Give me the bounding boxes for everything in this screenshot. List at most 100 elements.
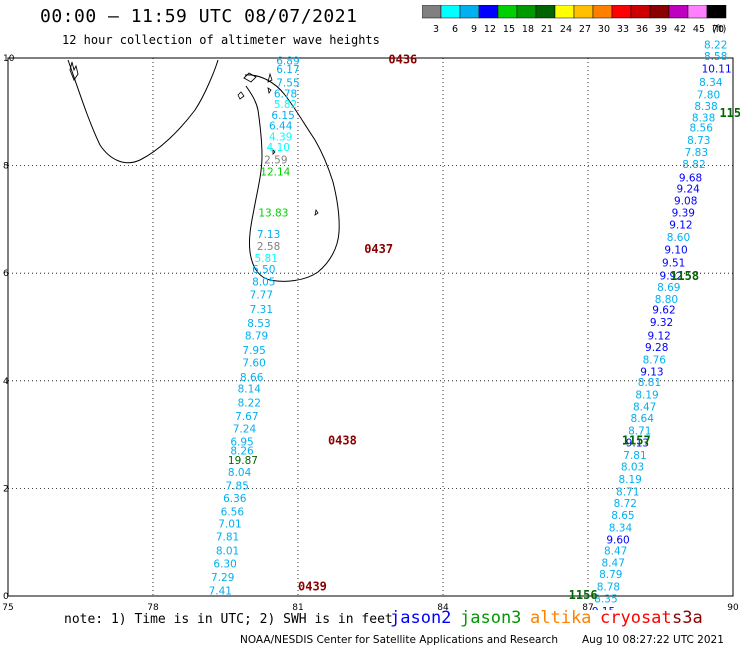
x-tick-75: 75 <box>2 603 13 610</box>
wave-height-reading: 5.82 <box>274 99 297 111</box>
wave-height-reading: 9.13 <box>640 366 663 378</box>
wave-height-reading: 7.24 <box>233 423 257 435</box>
x-tick-84: 84 <box>437 603 449 610</box>
wave-height-reading: 7.95 <box>242 345 265 357</box>
wave-height-reading: 7.85 <box>226 480 249 492</box>
wave-height-reading: 8.58 <box>704 51 727 63</box>
pass-time-1156: 1156 <box>569 588 598 602</box>
wave-height-reading: 9.32 <box>650 317 673 329</box>
wave-height-reading: 2.58 <box>257 241 280 253</box>
wave-height-colorbar: 3 6 9 12 15 18 21 24 27 30 33 36 39 42 45 70(ft) <box>422 5 727 35</box>
axis-tick-labels: 75 78 81 84 87 90 0 2 4 6 8 10 <box>2 54 739 610</box>
wave-height-reading: 8.04 <box>228 467 252 479</box>
colorbar-label-27: 27 <box>579 24 591 35</box>
wave-height-reading: 8.34 <box>699 77 723 89</box>
sri-lanka-coastline <box>67 59 340 282</box>
colorbar-label-9: 9 <box>471 24 477 35</box>
legend-mission-jason3: jason3 <box>460 608 522 628</box>
wave-height-reading: 6.44 <box>269 121 293 133</box>
wave-height-reading: 10.11 <box>702 64 732 76</box>
colorbar-label-70: 70 <box>712 24 724 35</box>
wave-height-reading: 8.79 <box>599 569 622 581</box>
wave-height-reading: 6.17 <box>276 64 299 76</box>
y-tick-8: 8 <box>3 162 9 172</box>
colorbar-swatch-70 <box>706 5 727 19</box>
wave-height-reading: 4.39 <box>269 131 292 143</box>
wave-height-reading: 8.22 <box>238 398 261 410</box>
wave-height-reading: 9.15 <box>592 606 615 610</box>
wave-height-reading: 8.79 <box>245 330 268 342</box>
wave-height-reading: 8.66 <box>240 372 264 384</box>
wave-height-reading: 9.12 <box>669 220 692 232</box>
x-tick-90: 90 <box>727 603 739 610</box>
wave-height-reading: 6.15 <box>271 110 294 122</box>
wave-height-reading: 9.68 <box>679 173 702 185</box>
wave-height-reading: 8.47 <box>604 546 627 558</box>
legend-mission-cryosat: cryosat <box>600 608 672 628</box>
wave-height-reading: 8.47 <box>633 401 656 413</box>
x-tick-78: 78 <box>147 603 159 610</box>
wave-height-reading: 8.73 <box>687 135 710 147</box>
wave-height-reading: 8.71 <box>616 486 639 498</box>
colorbar-label-30: 30 <box>598 24 610 35</box>
colorbar-label-6: 6 <box>452 24 458 35</box>
pass-time-labels: 0436 0437 0438 0439 1156 1157 1158 115 <box>298 52 740 602</box>
y-tick-2: 2 <box>3 484 9 494</box>
wave-height-reading: 8.38 <box>692 112 715 124</box>
wave-height-reading: 7.81 <box>623 450 646 462</box>
pass-time-0436: 0436 <box>388 52 417 66</box>
colorbar-label-12: 12 <box>484 24 496 35</box>
wave-height-reading: 9.28 <box>645 342 668 354</box>
wave-height-reading: 8.71 <box>628 426 651 438</box>
wave-height-reading: 7.01 <box>218 519 241 531</box>
wave-height-reading: 8.78 <box>597 582 620 594</box>
wave-height-reading: 7.81 <box>216 532 239 544</box>
footer-note: note: 1) Time is in UTC; 2) SWH is in fe… <box>64 612 393 627</box>
wave-height-reading: 8.22 <box>704 39 727 51</box>
wave-height-reading: 8.72 <box>614 498 637 510</box>
track-east: 8.228.5810.118.347.808.388.388.568.737.8… <box>592 39 732 610</box>
y-tick-0: 0 <box>3 592 9 602</box>
wave-height-reading: 5.81 <box>255 253 278 265</box>
wave-height-reading: 7.77 <box>250 289 273 301</box>
wave-height-reading: 9.10 <box>664 244 687 256</box>
wave-height-reading: 6.89 <box>276 55 299 67</box>
wave-height-reading: 8.35 <box>594 593 617 605</box>
wave-height-reading: 8.19 <box>635 390 658 402</box>
colorbar-label-24: 24 <box>560 24 572 35</box>
wave-height-reading: 8.76 <box>643 355 667 367</box>
wave-height-reading: 9.12 <box>647 330 670 342</box>
map-title: 00:00 – 11:59 UTC 08/07/2021 <box>40 6 358 27</box>
wave-height-reading: 9.13 <box>626 437 649 449</box>
wave-height-reading: 8.82 <box>682 159 705 171</box>
wave-height-reading: 7.29 <box>211 572 234 584</box>
wave-height-reading: 19.87 <box>228 455 258 467</box>
legend-mission-jason2: jason2 <box>390 608 452 628</box>
wave-height-reading: 7.67 <box>235 411 258 423</box>
wave-height-reading: 8.60 <box>667 232 690 244</box>
wave-height-reading: 8.65 <box>611 510 634 522</box>
wave-height-reading: 7.41 <box>209 585 232 597</box>
wave-height-reading: 7.13 <box>257 229 280 241</box>
wave-height-reading: 7.60 <box>242 357 265 369</box>
wave-height-reading: 8.53 <box>247 318 270 330</box>
wave-height-reading: 8.26 <box>230 446 254 458</box>
legend-mission-altika: altika <box>530 608 592 628</box>
wave-height-reading: 2.59 <box>264 154 287 166</box>
wave-height-reading: 7.55 <box>276 78 299 90</box>
wave-height-reading: 6.30 <box>213 558 236 570</box>
altimeter-tracks: 6.896.17 7.556.785.826.156.444.394.102.59… <box>209 39 732 610</box>
wave-height-reading: 8.03 <box>621 462 644 474</box>
wave-height-reading: 8.64 <box>631 413 655 425</box>
pass-time-1158: 1158 <box>670 269 699 283</box>
colorbar-unit: (ft) <box>712 24 726 35</box>
colorbar-label-33: 33 <box>617 24 629 35</box>
map-gridlines <box>7 57 734 597</box>
wave-height-reading: 9.24 <box>676 184 700 196</box>
wave-height-reading: 7.80 <box>697 89 720 101</box>
wave-height-reading: 13.83 <box>258 208 288 220</box>
colorbar-label-15: 15 <box>503 24 515 35</box>
wave-height-reading: 8.19 <box>618 474 641 486</box>
wave-height-reading: 12.14 <box>260 166 290 178</box>
pass-time-0438: 0438 <box>328 433 357 447</box>
